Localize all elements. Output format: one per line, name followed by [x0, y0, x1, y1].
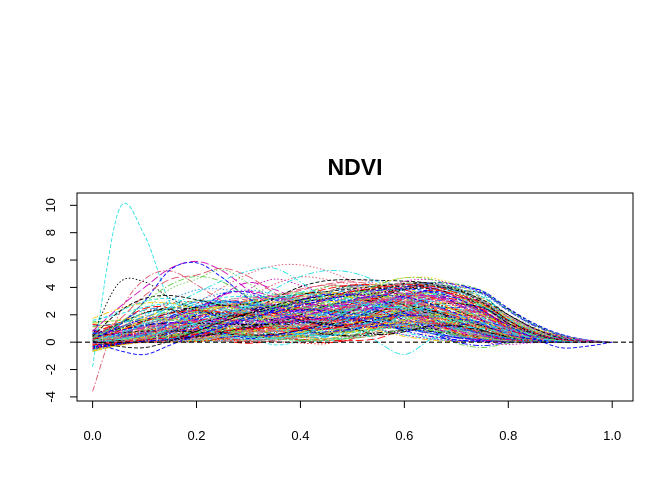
series-line	[92, 285, 613, 349]
series-line	[92, 281, 613, 345]
series-line	[92, 261, 613, 343]
series-line	[92, 284, 613, 343]
series-line	[92, 284, 613, 350]
series-line	[92, 293, 613, 343]
series-line	[92, 289, 613, 343]
series-line	[92, 297, 613, 344]
series-line	[92, 317, 613, 343]
chart-title: NDVI	[328, 154, 383, 180]
y-tick-label: -4	[43, 391, 58, 403]
series-line	[92, 267, 613, 355]
series-line	[92, 284, 613, 343]
x-tick-label: 0.6	[395, 428, 413, 443]
y-tick-label: -2	[43, 364, 58, 376]
series-line	[92, 269, 613, 343]
series-line	[92, 315, 613, 343]
series-line	[92, 288, 613, 348]
series-line	[92, 301, 613, 343]
series-line	[92, 282, 613, 343]
x-tick-label: 0.8	[499, 428, 517, 443]
x-tick-label: 0.4	[291, 428, 309, 443]
series-line	[92, 300, 613, 349]
series-line	[92, 289, 613, 343]
y-tick-label: 10	[43, 198, 58, 212]
series-line	[92, 287, 613, 343]
series-line	[92, 288, 613, 356]
x-tick-label: 1.0	[603, 428, 621, 443]
series-line	[92, 307, 613, 343]
series-line	[92, 275, 613, 343]
y-tick-label: 8	[43, 229, 58, 236]
x-tick-label: 0.2	[187, 428, 205, 443]
series-line	[92, 294, 613, 343]
series-line	[92, 290, 613, 343]
series-line	[92, 276, 613, 343]
x-tick-label: 0.0	[84, 428, 102, 443]
series-line	[92, 297, 613, 343]
series-line	[92, 323, 613, 343]
series-line	[92, 314, 613, 343]
y-tick-label: 2	[43, 311, 58, 318]
series-curves	[92, 202, 613, 392]
y-axis: -4 -2 0 2 4 6 8 10	[43, 198, 78, 403]
series-line	[92, 282, 613, 343]
y-tick-label: 4	[43, 284, 58, 291]
series-line	[92, 311, 613, 343]
series-line	[92, 318, 613, 349]
y-tick-label: 6	[43, 256, 58, 263]
y-tick-label: 0	[43, 339, 58, 346]
series-line	[92, 314, 613, 343]
x-axis: 0.0 0.2 0.4 0.6 0.8 1.0	[84, 400, 621, 443]
